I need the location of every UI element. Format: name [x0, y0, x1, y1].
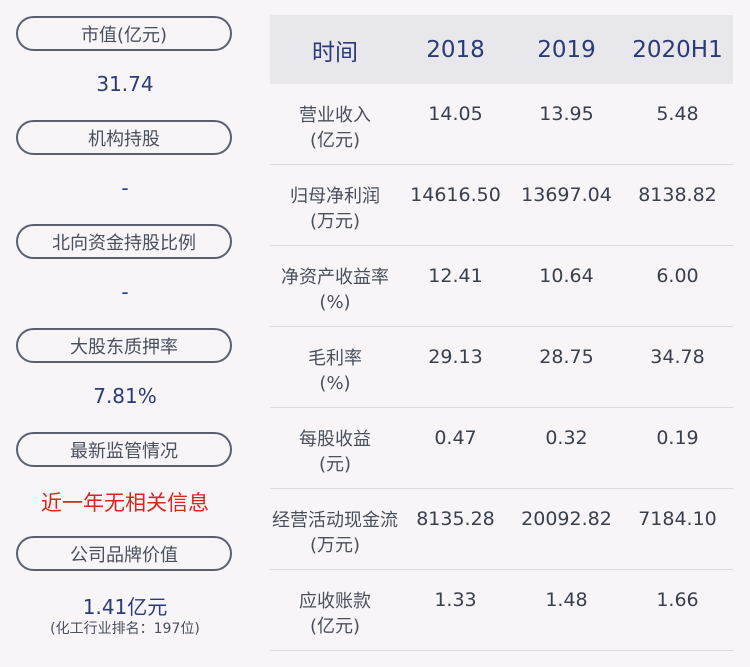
row-label: 毛利率 (%) — [308, 348, 362, 394]
table-cell: 14.05 — [428, 103, 483, 125]
pledge-rate-value: 7.81% — [93, 384, 157, 408]
row-label: 经营活动现金流 (万元) — [272, 510, 398, 556]
regulatory-status-label: 最新监管情况 — [16, 432, 232, 467]
header-2018: 2018 — [426, 36, 485, 63]
brand-value-label: 公司品牌价值 — [16, 536, 232, 571]
table-cell: 0.19 — [656, 427, 699, 449]
table-cell: 28.75 — [539, 346, 594, 368]
table-row: 经营活动现金流 (万元) 8135.28 20092.82 7184.10 — [270, 489, 733, 570]
table-cell: 10.64 — [539, 265, 594, 287]
table-cell: 12.41 — [428, 265, 483, 287]
table-cell: 14616.50 — [410, 184, 501, 206]
row-label: 净资产收益率 (%) — [281, 267, 389, 313]
northbound-ratio-label: 北向资金持股比例 — [16, 224, 232, 259]
table-cell: 34.78 — [650, 346, 705, 368]
table-row: 应收账款 (亿元) 1.33 1.48 1.66 — [270, 570, 733, 651]
market-cap-label: 市值(亿元) — [16, 16, 232, 51]
table-cell: 13.95 — [539, 103, 594, 125]
row-label: 归母净利润 (万元) — [290, 186, 380, 232]
table-cell: 13697.04 — [521, 184, 612, 206]
table-cell: 5.48 — [656, 103, 699, 125]
table-cell: 0.32 — [545, 427, 588, 449]
table-cell: 0.47 — [434, 427, 477, 449]
header-2019: 2019 — [537, 36, 596, 63]
table-header: 时间 2018 2019 2020H1 — [270, 15, 733, 84]
table-row: 净资产收益率 (%) 12.41 10.64 6.00 — [270, 246, 733, 327]
table-row: 每股收益 (元) 0.47 0.32 0.19 — [270, 408, 733, 489]
table-cell: 1.48 — [545, 589, 588, 611]
brand-value-value: 1.41亿元 — [82, 595, 168, 619]
institution-holding-label: 机构持股 — [16, 120, 232, 155]
table-row: 营业收入 (亿元) 14.05 13.95 5.48 — [270, 84, 733, 165]
financial-table: 时间 2018 2019 2020H1 营业收入 (亿元) 14.05 13.95… — [270, 15, 733, 651]
header-time: 时间 — [312, 39, 358, 66]
row-label: 营业收入 (亿元) — [299, 105, 371, 151]
table-cell: 1.66 — [656, 589, 699, 611]
table-row: 归母净利润 (万元) 14616.50 13697.04 8138.82 — [270, 165, 733, 246]
table-row: 毛利率 (%) 29.13 28.75 34.78 — [270, 327, 733, 408]
row-label: 应收账款 (亿元) — [299, 591, 371, 637]
summary-panel: 市值(亿元) 31.74 机构持股 - 北向资金持股比例 - 大股东质押率 7.… — [0, 0, 250, 667]
northbound-ratio-value: - — [121, 280, 129, 304]
table-cell: 8138.82 — [638, 184, 717, 206]
pledge-rate-label: 大股东质押率 — [16, 328, 232, 363]
row-label: 每股收益 (元) — [299, 429, 371, 475]
institution-holding-value: - — [121, 176, 129, 200]
brand-rank-note: (化工行业排名：197位) — [50, 621, 200, 637]
table-cell: 8135.28 — [416, 508, 495, 530]
table-cell: 7184.10 — [638, 508, 717, 530]
table-cell: 1.33 — [434, 589, 477, 611]
table-cell: 20092.82 — [521, 508, 612, 530]
table-cell: 6.00 — [656, 265, 699, 287]
table-cell: 29.13 — [428, 346, 483, 368]
market-cap-value: 31.74 — [96, 72, 154, 96]
header-2020h1: 2020H1 — [632, 36, 723, 63]
regulatory-status-value: 近一年无相关信息 — [41, 491, 209, 515]
